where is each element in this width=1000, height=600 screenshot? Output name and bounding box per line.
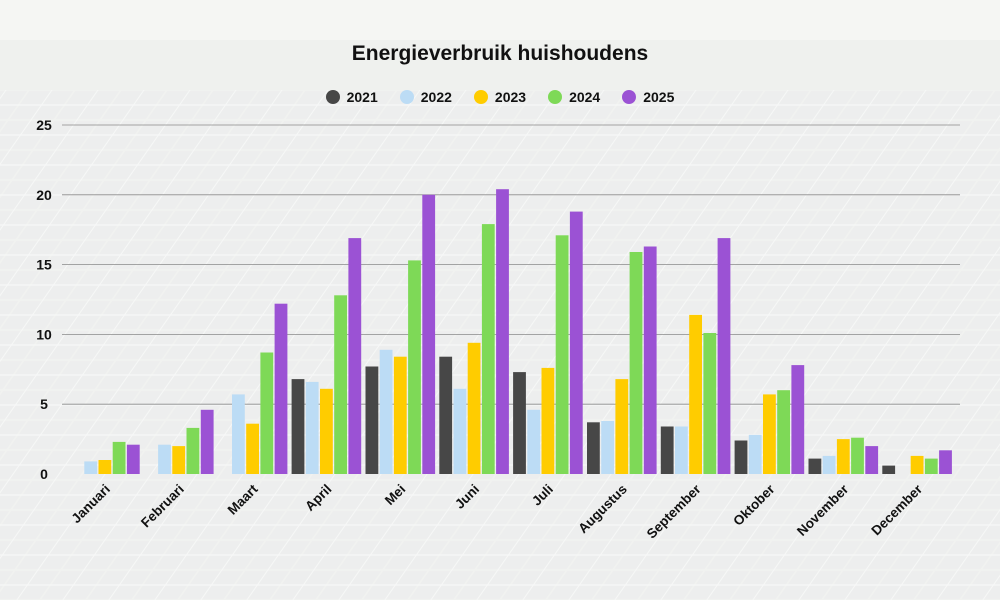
bar-2021-september[interactable] bbox=[660, 426, 674, 475]
bar-2023-februari[interactable] bbox=[172, 446, 186, 474]
chart-title: Energieverbruik huishoudens bbox=[351, 42, 649, 65]
bar-2024-mei[interactable] bbox=[408, 260, 421, 474]
legend-label-2021: 2021 bbox=[346, 89, 378, 105]
bar-2022-augustus[interactable] bbox=[601, 421, 614, 474]
legend: 2021 2022 2023 2024 2025 bbox=[0, 89, 1000, 105]
bar-2021-juni[interactable] bbox=[439, 356, 453, 474]
legend-label-2024: 2024 bbox=[569, 89, 601, 105]
y-tick-label: 15 bbox=[36, 257, 52, 273]
bar-2023-juni[interactable] bbox=[467, 342, 481, 474]
bar-2023-juli[interactable] bbox=[541, 367, 555, 474]
bar-2024-november[interactable] bbox=[851, 437, 864, 474]
bar-2025-oktober[interactable] bbox=[791, 365, 805, 474]
bar-2022-september[interactable] bbox=[675, 426, 688, 475]
x-tick-label: September bbox=[644, 481, 704, 541]
bar-2024-februari[interactable] bbox=[186, 427, 200, 474]
bar-2023-augustus[interactable] bbox=[615, 379, 629, 474]
y-tick-label: 10 bbox=[36, 326, 52, 342]
legend-label-2022: 2022 bbox=[420, 89, 452, 105]
bar-2024-juni[interactable] bbox=[481, 224, 495, 474]
legend-swatch-2023 bbox=[473, 90, 488, 104]
legend-item-2021[interactable]: 2021 bbox=[325, 89, 378, 105]
bar-2024-januari[interactable] bbox=[112, 441, 126, 474]
bar-2024-augustus[interactable] bbox=[629, 252, 643, 474]
bar-2021-juli[interactable] bbox=[513, 372, 526, 474]
x-tick-label: Maart bbox=[225, 481, 261, 517]
bar-2021-december[interactable] bbox=[882, 465, 896, 474]
bar-2021-oktober[interactable] bbox=[734, 440, 748, 475]
legend-swatch-2025 bbox=[622, 90, 637, 104]
bar-2023-oktober[interactable] bbox=[763, 394, 776, 474]
legend-item-2023[interactable]: 2023 bbox=[473, 89, 527, 105]
x-tick-label: Juni bbox=[452, 482, 482, 512]
x-tick-label: December bbox=[868, 481, 925, 538]
bar-2025-februari[interactable] bbox=[200, 409, 214, 474]
bar-2022-oktober[interactable] bbox=[748, 434, 762, 474]
y-tick-label: 25 bbox=[36, 117, 52, 133]
bar-2025-december[interactable] bbox=[939, 450, 952, 474]
bar-2025-juni[interactable] bbox=[496, 189, 509, 474]
x-tick-label: Januari bbox=[68, 482, 113, 527]
x-tick-label: Juli bbox=[529, 482, 556, 509]
x-tick-label: Augustus bbox=[575, 482, 630, 537]
bar-2022-juni[interactable] bbox=[453, 388, 467, 474]
bar-2022-februari[interactable] bbox=[158, 444, 171, 474]
x-axis-ticks: Januari Februari Maart April Mei Juni Juli Augu… bbox=[68, 481, 925, 541]
bar-2025-juli[interactable] bbox=[569, 211, 583, 474]
bar-2023-januari[interactable] bbox=[98, 460, 112, 474]
bar-2025-november[interactable] bbox=[865, 446, 879, 474]
legend-label-2023: 2023 bbox=[494, 89, 527, 105]
bar-2024-april[interactable] bbox=[334, 295, 347, 474]
x-tick-label: Mei bbox=[382, 482, 409, 509]
bar-2021-mei[interactable] bbox=[365, 366, 379, 475]
legend-item-2025[interactable]: 2025 bbox=[622, 89, 674, 105]
bar-2025-maart[interactable] bbox=[274, 303, 288, 474]
bar-2023-november[interactable] bbox=[836, 439, 850, 474]
bar-2025-september[interactable] bbox=[717, 238, 731, 474]
x-tick-label: Februari bbox=[138, 482, 187, 531]
bar-2022-maart[interactable] bbox=[232, 394, 245, 474]
x-tick-label: April bbox=[302, 482, 334, 514]
bar-2023-mei[interactable] bbox=[393, 356, 407, 474]
bar-2022-juli[interactable] bbox=[527, 409, 541, 474]
bar-2025-april[interactable] bbox=[348, 238, 362, 474]
bar-2023-december[interactable] bbox=[910, 455, 924, 474]
y-tick-label: 5 bbox=[40, 396, 48, 412]
bar-2025-augustus[interactable] bbox=[643, 246, 657, 475]
legend-item-2022[interactable]: 2022 bbox=[399, 89, 452, 105]
bar-2022-november[interactable] bbox=[822, 455, 836, 474]
bars bbox=[84, 189, 952, 475]
bar-2021-augustus[interactable] bbox=[587, 422, 600, 474]
bar-2024-oktober[interactable] bbox=[777, 390, 790, 474]
bar-2024-maart[interactable] bbox=[260, 352, 274, 475]
legend-label-2025: 2025 bbox=[643, 89, 675, 105]
bar-2024-juli[interactable] bbox=[555, 235, 569, 474]
legend-swatch-2021 bbox=[325, 90, 340, 104]
bar-2022-januari[interactable] bbox=[84, 461, 98, 474]
bar-2023-maart[interactable] bbox=[246, 423, 259, 474]
x-tick-label: Oktober bbox=[730, 481, 778, 529]
y-axis-ticks: 0 5 10 15 20 25 bbox=[36, 117, 52, 482]
x-tick-label: November bbox=[794, 481, 852, 539]
bar-2025-januari[interactable] bbox=[126, 444, 140, 474]
bar-2024-december[interactable] bbox=[924, 458, 938, 474]
bar-2022-mei[interactable] bbox=[379, 349, 393, 474]
bar-2021-april[interactable] bbox=[291, 379, 305, 474]
bar-2023-april[interactable] bbox=[320, 388, 333, 474]
legend-item-2024[interactable]: 2024 bbox=[548, 89, 600, 105]
y-tick-label: 20 bbox=[36, 187, 52, 203]
legend-swatch-2022 bbox=[399, 90, 414, 104]
legend-swatch-2024 bbox=[548, 90, 563, 104]
bar-2022-april[interactable] bbox=[305, 381, 319, 474]
bar-2023-september[interactable] bbox=[689, 314, 702, 474]
bar-2025-mei[interactable] bbox=[422, 194, 436, 475]
gridlines bbox=[62, 124, 960, 405]
y-tick-label: 0 bbox=[40, 466, 48, 482]
bar-2024-september[interactable] bbox=[703, 333, 717, 474]
bar-2021-november[interactable] bbox=[808, 458, 822, 474]
